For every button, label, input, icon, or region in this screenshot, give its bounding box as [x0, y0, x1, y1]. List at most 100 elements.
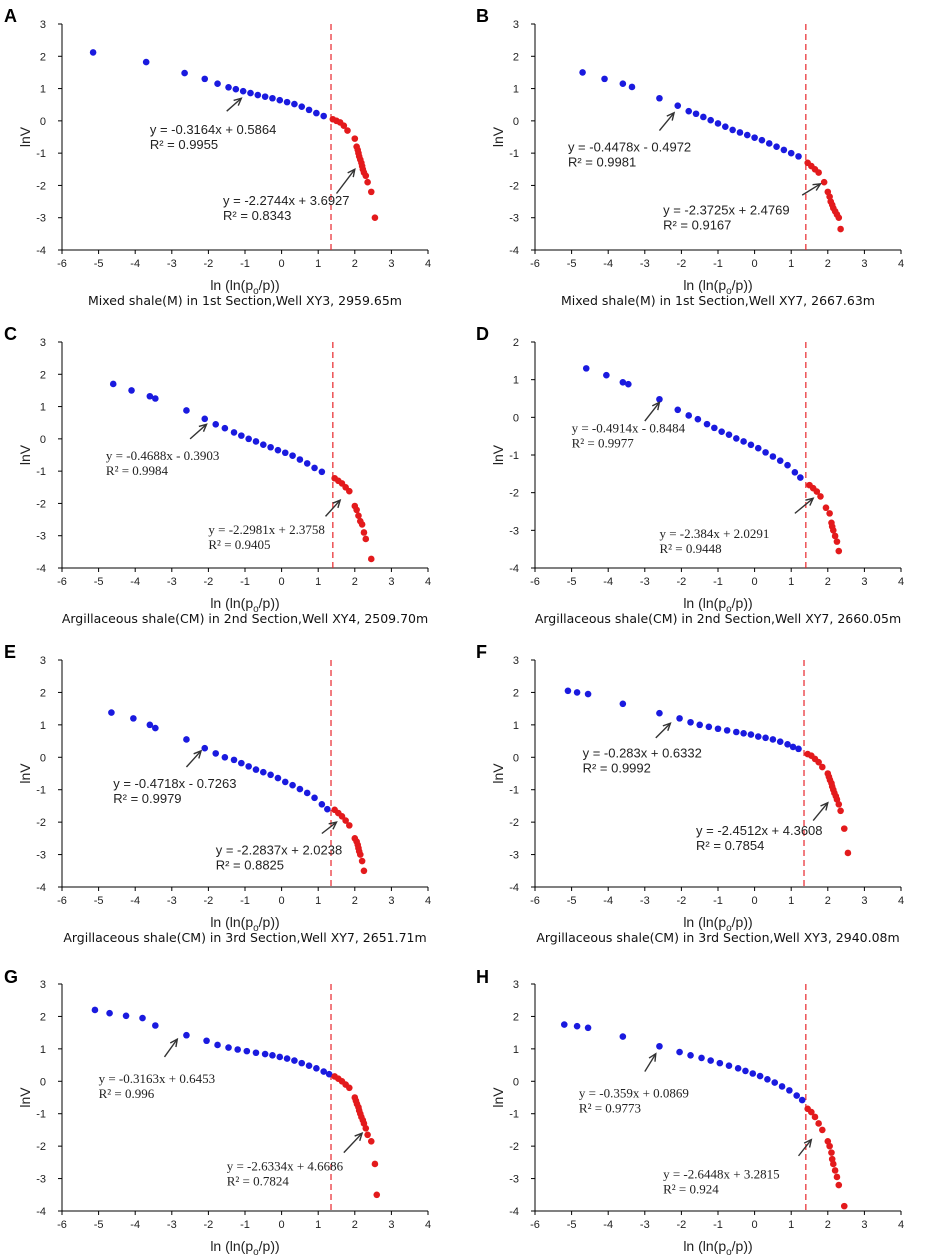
x-tick-label: -6	[57, 895, 67, 907]
linear-point	[221, 424, 229, 432]
x-tick-label: 4	[425, 258, 431, 270]
linear-point	[254, 91, 262, 99]
nonlinear-point	[819, 763, 826, 771]
y-tick-label: -4	[509, 563, 519, 575]
linear-point	[320, 1068, 327, 1075]
x-axis-title: ln (ln(po/p))	[683, 914, 752, 934]
linear-point	[201, 75, 209, 83]
fit2-arrowhead	[328, 821, 338, 830]
linear-point	[725, 1062, 733, 1070]
y-axis-title: lnV	[17, 126, 33, 147]
y-tick-label: 1	[40, 720, 46, 732]
x-tick-label: -5	[567, 258, 577, 270]
fit1-arrowhead	[651, 400, 661, 411]
linear-point	[276, 1053, 284, 1061]
nonlinear-point	[371, 214, 379, 222]
linear-point	[776, 457, 784, 464]
linear-point	[692, 110, 700, 118]
y-tick-label: 2	[40, 369, 46, 381]
x-tick-label: 1	[315, 1219, 321, 1231]
y-tick-label: -3	[509, 1174, 519, 1186]
x-tick-label: 1	[788, 258, 794, 270]
linear-point	[109, 380, 117, 388]
linear-point	[311, 464, 318, 472]
x-tick-label: -6	[57, 1219, 67, 1231]
nonlinear-point	[355, 512, 362, 519]
linear-point	[203, 1037, 210, 1045]
nonlinear-point	[811, 1113, 819, 1121]
nonlinear-point	[362, 172, 370, 180]
linear-point	[311, 794, 318, 802]
y-tick-label: 2	[513, 337, 519, 349]
linear-point	[656, 395, 663, 403]
x-tick-label: -2	[677, 1219, 687, 1231]
x-tick-label: -2	[204, 895, 214, 907]
linear-point	[734, 1065, 742, 1072]
linear-point	[260, 441, 267, 448]
y-tick-label: -2	[509, 488, 519, 500]
linear-point	[183, 736, 190, 743]
nonlinear-point	[364, 178, 371, 186]
fit1-arrowhead	[666, 111, 676, 121]
linear-point	[700, 113, 707, 121]
nonlinear-point	[353, 506, 360, 514]
fit1-arrowhead	[169, 1037, 179, 1048]
x-tick-label: 0	[279, 895, 285, 907]
linear-point	[789, 743, 797, 751]
linear-point	[694, 415, 702, 423]
x-tick-label: 1	[788, 1219, 794, 1231]
linear-point	[252, 438, 260, 445]
y-tick-label: 1	[513, 375, 519, 387]
nonlinear-point	[835, 801, 843, 808]
nonlinear-point	[371, 1160, 379, 1168]
y-tick-label: -3	[509, 213, 519, 225]
linear-point	[656, 709, 663, 717]
y-tick-label: -4	[36, 563, 46, 575]
y-tick-label: 2	[513, 1011, 519, 1023]
y-tick-label: -3	[509, 525, 519, 537]
y-tick-label: 3	[513, 979, 519, 991]
nonlinear-point	[360, 867, 368, 875]
linear-point	[305, 106, 313, 114]
x-tick-label: 3	[388, 1219, 394, 1231]
y-tick-label: 3	[513, 19, 519, 31]
x-tick-label: 3	[388, 258, 394, 270]
x-tick-label: 0	[752, 576, 758, 588]
x-tick-label: 3	[861, 895, 867, 907]
panel-d: D -6 -5 -4 -3 -2 -1 0 1 2 3 4 -4 -3 -2 -1 0 1 2 ln (ln(po/p…	[476, 324, 904, 626]
x-tick-label: 0	[752, 1219, 758, 1231]
linear-point	[296, 456, 304, 463]
fit2-arrow	[325, 499, 341, 517]
linear-point	[573, 689, 581, 696]
linear-point	[725, 431, 733, 438]
x-tick-label: -3	[640, 1219, 650, 1231]
x-tick-label: -4	[130, 258, 140, 270]
panel-caption: Argillaceous shale(CM) in 2nd Section,We…	[535, 611, 901, 626]
nonlinear-point	[835, 214, 843, 222]
linear-point	[212, 750, 220, 757]
nonlinear-point	[340, 122, 348, 129]
linear-point	[656, 94, 663, 102]
x-tick-label: -3	[640, 895, 650, 907]
y-tick-label: 2	[40, 1011, 46, 1023]
x-tick-label: -3	[167, 1219, 177, 1231]
nonlinear-point	[833, 538, 841, 545]
y-tick-label: -1	[36, 148, 46, 160]
fit1-equation: y = -0.3164x + 0.5864	[150, 122, 276, 137]
y-tick-label: 2	[513, 687, 519, 699]
fit1-arrow	[163, 1038, 178, 1058]
nonlinear-point	[826, 1142, 833, 1150]
x-tick-label: -1	[713, 576, 723, 588]
y-tick-label: 3	[513, 655, 519, 667]
linear-point	[685, 107, 693, 115]
linear-point	[698, 1054, 705, 1062]
linear-point	[722, 123, 729, 130]
x-tick-label: -1	[713, 1219, 723, 1231]
panel-a: A -6 -5 -4 -3 -2 -1 0 1 2 3 4 -4 -3 -2 -1 0 1 2 3 ln (ln(po/…	[4, 6, 431, 308]
y-axis-title: lnV	[490, 1087, 506, 1108]
linear-point	[780, 146, 788, 154]
fit2-equation: y = -2.2837x + 2.0238	[216, 843, 342, 858]
nonlinear-point	[364, 1131, 371, 1139]
linear-point	[201, 744, 209, 752]
linear-point	[619, 379, 627, 386]
